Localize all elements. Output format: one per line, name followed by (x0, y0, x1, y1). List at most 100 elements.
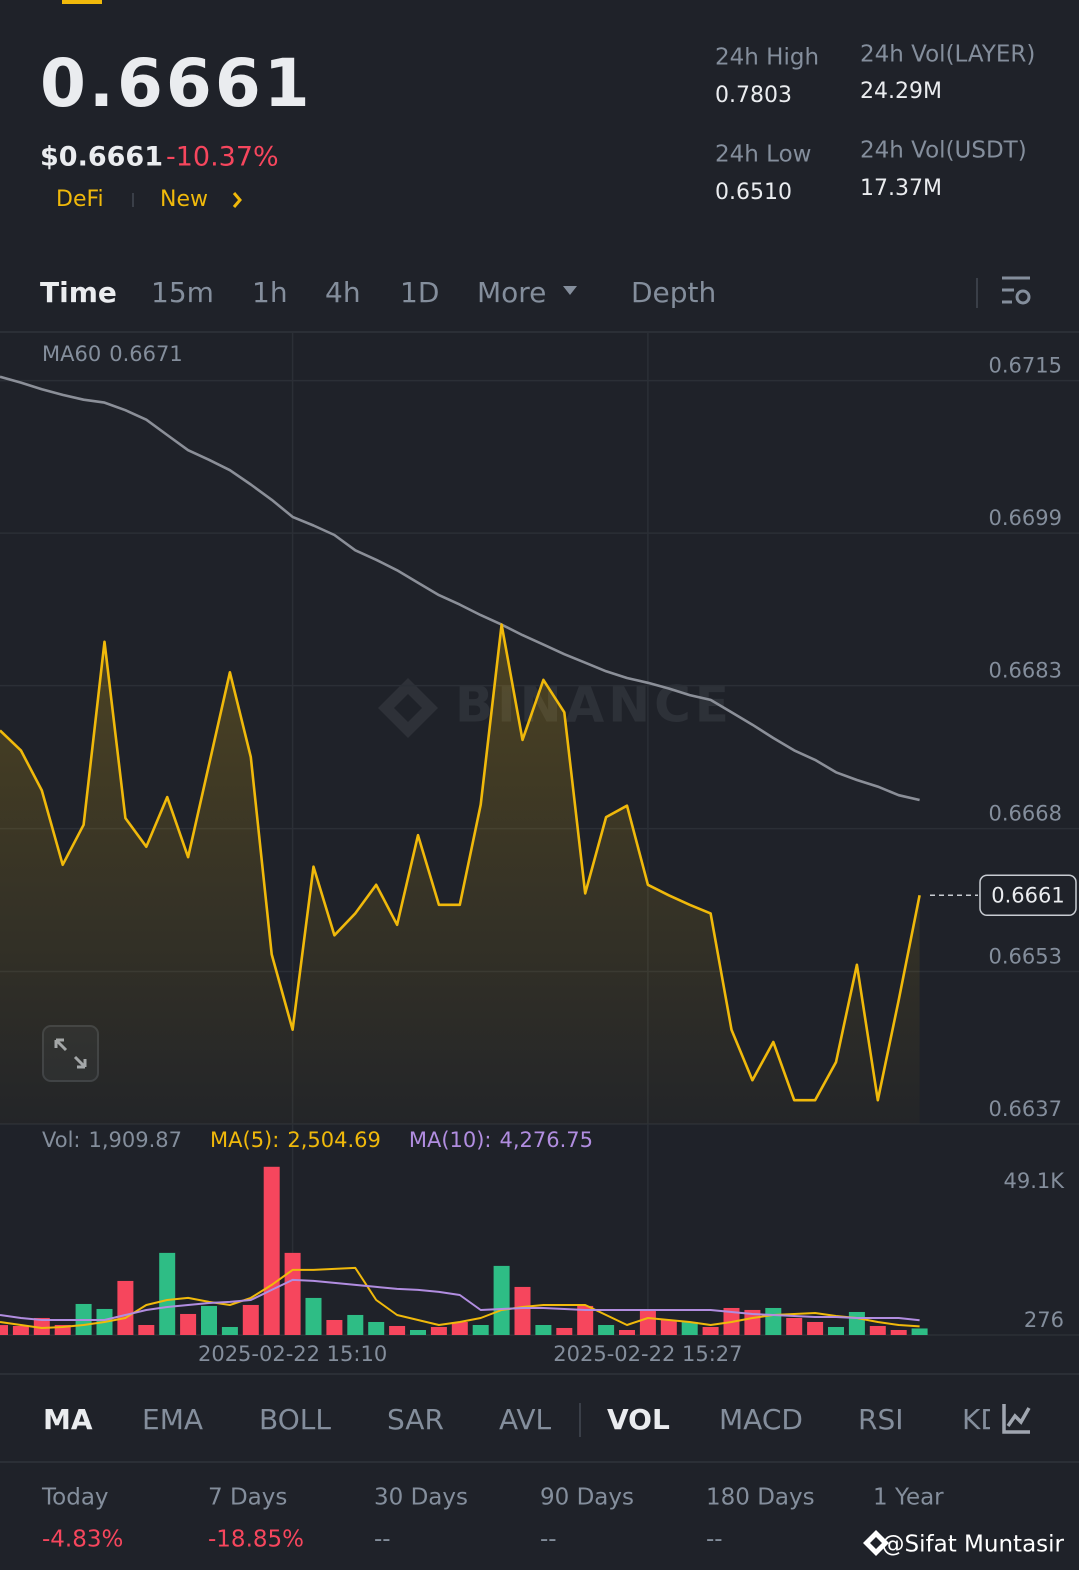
stat-value: 0.7803 (715, 83, 792, 108)
time-tab[interactable]: 1D (400, 276, 439, 309)
volume-bar (472, 1324, 489, 1335)
x-tick-label: 2025-02-22 15:27 (553, 1342, 742, 1366)
period-change: -4.83% (42, 1527, 123, 1553)
legend-value: 2,504.69 (287, 1128, 381, 1152)
line (0, 623, 921, 1102)
volume-bar (347, 1314, 364, 1335)
price-tag-box (979, 874, 1077, 917)
volume-bar (221, 1326, 238, 1335)
volume-bar (639, 1309, 656, 1335)
tag-arrow[interactable] (232, 192, 242, 208)
volume-bar (807, 1321, 824, 1335)
legend-value: 4,276.75 (500, 1128, 594, 1152)
volume-bar (681, 1321, 698, 1335)
tag[interactable]: New (160, 187, 208, 212)
volume-bar (828, 1326, 844, 1335)
y-tick-label: 49.1K (1003, 1169, 1065, 1193)
indicator-tab[interactable]: AVL (499, 1403, 552, 1436)
ma-legend: MA60 0.6671 (42, 342, 183, 366)
time-tab[interactable]: 1h (252, 276, 288, 309)
y-tick-label: 0.6715 (989, 354, 1062, 378)
volume-bar (598, 1324, 615, 1335)
volume-bar (619, 1329, 635, 1335)
stat-label: 24h High (715, 45, 819, 71)
legend-value: 0.6671 (109, 342, 182, 366)
period-label: 90 Days (540, 1485, 634, 1511)
stat-label: 24h Vol(LAYER) (860, 42, 1035, 68)
indicator-icon[interactable] (990, 1395, 1079, 1445)
time-tab[interactable]: 15m (151, 276, 214, 309)
volume-legend: Vol: 1,909.87 MA(5): 2,504.69 MA(10): 4,276.7… (42, 1128, 593, 1152)
volume-bar (242, 1304, 259, 1335)
indicator-tab[interactable]: VOL (607, 1403, 670, 1436)
volume-bar (556, 1327, 573, 1335)
period-change: -18.85% (208, 1527, 304, 1553)
volume-bar (702, 1326, 719, 1335)
y-tick-label: 0.6653 (989, 945, 1062, 969)
stat-value: 24.29M (860, 79, 942, 104)
volume-bar (660, 1319, 677, 1335)
y-tick-label: 0.6699 (989, 506, 1062, 530)
volume-bar (577, 1305, 594, 1335)
indicator-tab[interactable]: EMA (142, 1403, 203, 1436)
indicator-tab[interactable]: MA (43, 1403, 93, 1436)
volume-bar (305, 1297, 322, 1335)
indicator-tab[interactable]: MACD (719, 1403, 803, 1436)
period-label: 30 Days (374, 1485, 468, 1511)
y-tick-label: 0.6637 (989, 1097, 1062, 1121)
stat-label: 24h Low (715, 142, 811, 168)
volume-bar (744, 1309, 761, 1335)
stat-value: 17.37M (860, 176, 942, 201)
area (0, 624, 920, 1124)
indicator-tab[interactable]: SAR (387, 1403, 444, 1436)
volume-bar (33, 1317, 50, 1335)
volume-bar (0, 1325, 8, 1335)
volume-bar (890, 1329, 907, 1335)
tag[interactable]: DeFi (56, 187, 104, 212)
volume-bar (180, 1313, 197, 1335)
volume-bar (535, 1324, 552, 1335)
indicator-tab[interactable]: RSI (858, 1403, 904, 1436)
volume-bar (514, 1286, 531, 1335)
top-indicator (62, 0, 102, 4)
period-change: -- (706, 1527, 723, 1553)
volume-bar (368, 1321, 385, 1335)
y-tick-label: 0.6668 (989, 802, 1062, 826)
legend-value: 1,909.87 (89, 1128, 183, 1152)
volume-bar (138, 1324, 155, 1335)
time-tab[interactable]: Depth (631, 276, 716, 309)
volume-bar (410, 1329, 426, 1335)
time-tab[interactable]: Time (40, 276, 117, 309)
volume-bar (326, 1319, 343, 1335)
price-tag: 0.6661 (991, 883, 1064, 907)
volume-bar (430, 1326, 447, 1335)
dropdown-arrow (563, 286, 577, 295)
period-label: Today (41, 1485, 109, 1511)
x-tick-label: 2025-02-22 15:10 (198, 1342, 387, 1366)
volume-bar (159, 1252, 176, 1335)
legend-name: Vol: (42, 1128, 81, 1152)
volume-bar (201, 1305, 217, 1335)
stat-value: 0.6510 (715, 180, 792, 205)
legend-name: MA(5): (210, 1128, 279, 1152)
volume-bar (12, 1325, 29, 1335)
indicator-tab[interactable]: BOLL (259, 1403, 331, 1436)
volume-bar (284, 1252, 301, 1335)
period-label: 1 Year (873, 1485, 944, 1511)
period-change: -- (540, 1527, 557, 1553)
period-change: -- (374, 1527, 391, 1553)
line (0, 1266, 920, 1329)
volume-bar (493, 1265, 510, 1335)
time-tab[interactable]: More (477, 276, 546, 309)
price: 0.6661 (40, 45, 313, 122)
volume-bar (765, 1307, 782, 1335)
volume-bar (389, 1325, 406, 1335)
volume-bar (786, 1317, 803, 1335)
settings-icon[interactable] (1002, 276, 1031, 305)
legend-name: MA60 (42, 342, 101, 366)
y-tick-label: 0.6683 (989, 659, 1062, 683)
line (0, 1278, 920, 1322)
volume-bar (869, 1325, 886, 1335)
time-tab[interactable]: 4h (325, 276, 361, 309)
